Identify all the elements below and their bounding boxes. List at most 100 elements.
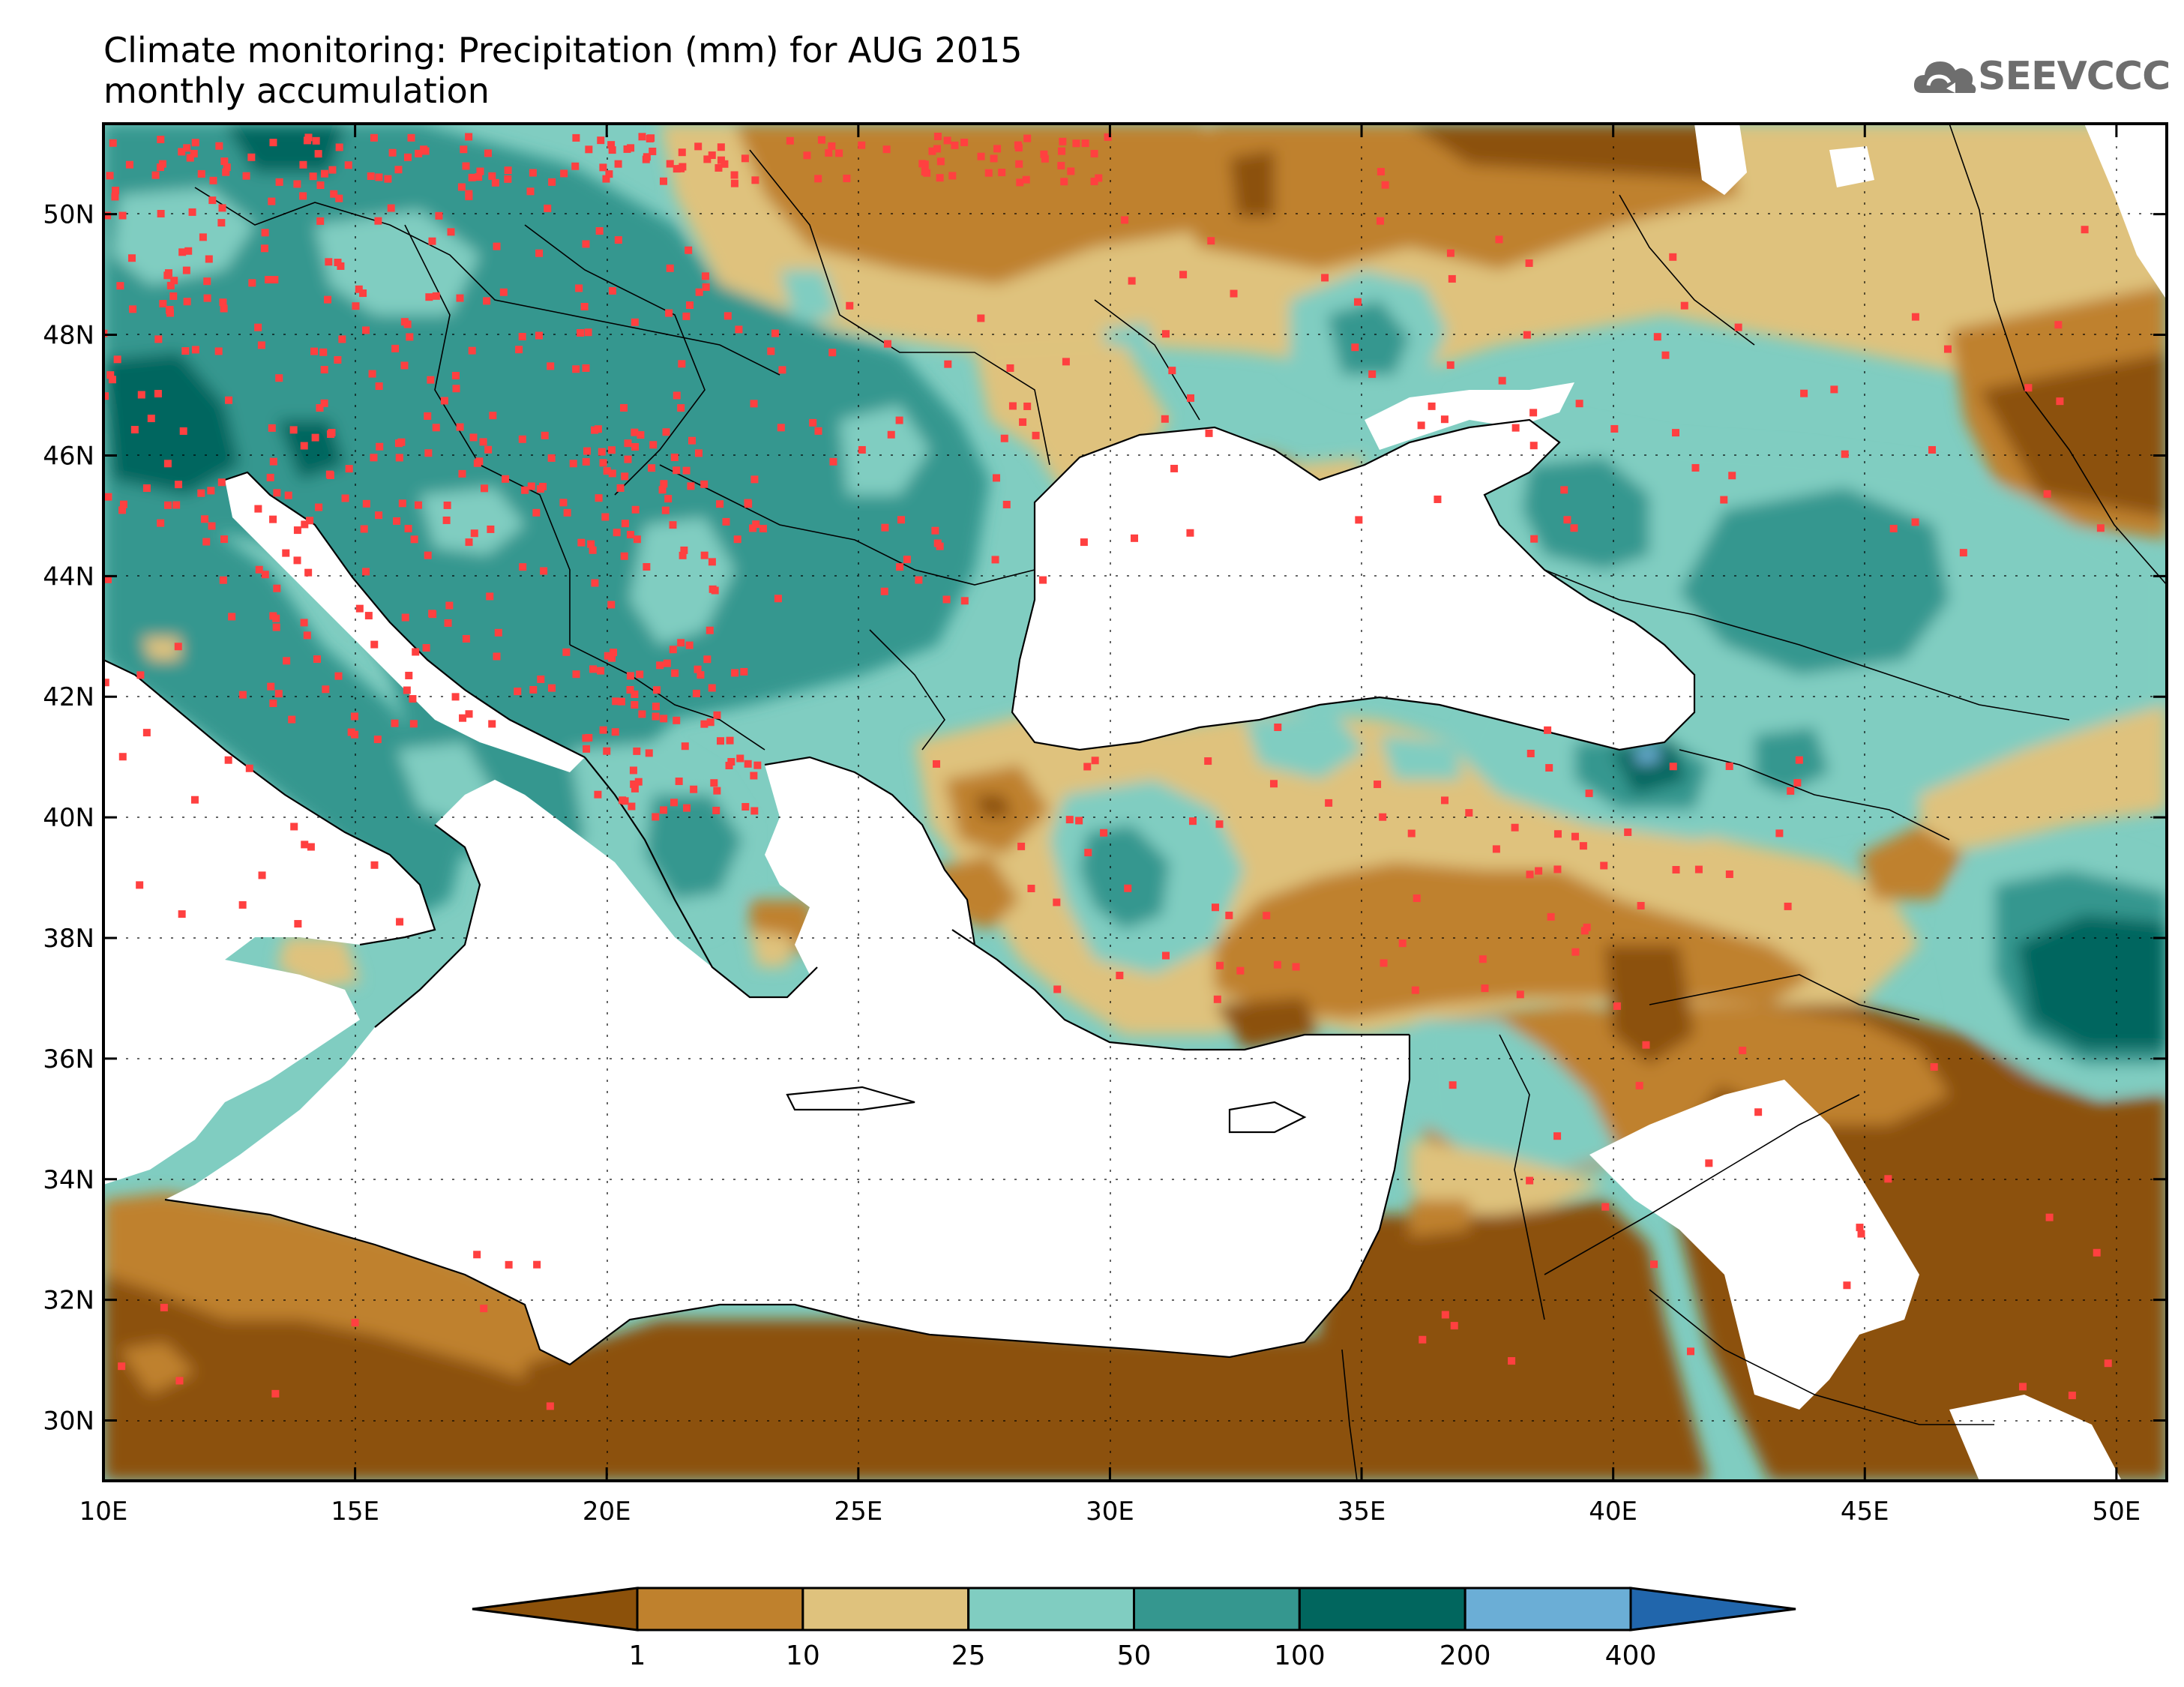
station-marker <box>563 508 571 517</box>
station-marker <box>611 728 619 736</box>
station-marker <box>304 568 313 577</box>
station-marker <box>157 209 165 217</box>
station-marker <box>677 404 685 412</box>
station-marker <box>199 233 207 241</box>
station-marker <box>265 275 273 283</box>
lon-tick-label: 45E <box>1841 1497 1889 1527</box>
station-marker <box>424 449 433 457</box>
station-marker <box>608 286 616 295</box>
station-marker <box>136 881 144 889</box>
station-marker <box>458 469 466 478</box>
station-marker <box>607 446 616 454</box>
station-marker <box>130 426 139 434</box>
station-marker <box>1553 830 1562 838</box>
station-marker <box>410 535 418 544</box>
station-marker <box>315 503 323 511</box>
station-marker <box>741 154 749 163</box>
station-marker <box>328 429 336 437</box>
station-marker <box>582 457 590 466</box>
colorbar-segment <box>1629 1587 1796 1632</box>
station-marker <box>217 219 226 227</box>
station-marker <box>398 499 406 508</box>
station-marker <box>491 178 499 187</box>
station-marker <box>928 147 936 155</box>
station-marker <box>175 481 183 489</box>
station-marker <box>660 480 668 488</box>
station-marker <box>614 160 622 168</box>
station-marker <box>960 597 969 605</box>
station-marker <box>1040 150 1048 158</box>
station-marker <box>858 445 866 454</box>
coastlines <box>103 418 1696 1366</box>
station-marker <box>384 175 392 183</box>
colorbar-level-label: 1 <box>629 1641 646 1671</box>
station-marker <box>103 392 109 400</box>
station-marker <box>610 649 618 657</box>
station-marker <box>577 328 585 337</box>
station-marker <box>1523 331 1531 339</box>
station-marker <box>486 592 494 601</box>
station-marker <box>1213 995 1221 1003</box>
station-marker <box>409 695 417 703</box>
station-marker <box>119 500 127 508</box>
station-marker <box>736 754 744 763</box>
station-marker <box>514 688 522 696</box>
station-marker <box>465 190 473 198</box>
station-marker <box>484 149 492 157</box>
station-marker <box>403 686 411 694</box>
station-marker <box>218 204 226 212</box>
station-marker <box>673 466 681 475</box>
station-marker <box>1104 133 1112 141</box>
station-marker <box>163 501 172 509</box>
station-marker <box>104 493 112 501</box>
station-marker <box>257 341 265 349</box>
station-marker <box>347 728 355 736</box>
station-marker <box>688 436 697 445</box>
station-marker <box>921 168 929 176</box>
station-marker <box>391 344 400 352</box>
station-marker <box>1613 1002 1621 1010</box>
station-marker <box>991 556 999 564</box>
station-marker <box>1211 903 1219 912</box>
station-marker <box>647 134 655 142</box>
station-marker <box>730 179 738 187</box>
latitude-axis: 30N 32N 34N 36N 38N 40N 42N 44N 46N 48N 50N <box>43 200 2167 1437</box>
colorbar: 1 10 25 50 100 200 400 <box>472 1587 1796 1671</box>
station-marker <box>883 340 891 348</box>
station-marker <box>1448 274 1456 283</box>
station-marker <box>660 806 668 814</box>
station-marker <box>575 284 583 292</box>
station-marker <box>108 376 116 384</box>
station-marker <box>344 161 352 169</box>
lon-tick-label: 50E <box>2093 1497 2141 1527</box>
station-marker <box>726 736 734 745</box>
station-marker <box>355 604 364 613</box>
station-marker <box>715 163 723 172</box>
station-marker <box>535 249 544 257</box>
station-marker <box>203 294 211 302</box>
station-marker <box>335 143 343 151</box>
station-marker <box>1161 415 1169 423</box>
station-marker <box>541 431 549 439</box>
station-marker <box>1686 1347 1694 1356</box>
station-marker <box>260 244 268 253</box>
station-marker <box>1784 902 1792 910</box>
station-marker <box>1379 813 1387 821</box>
station-marker <box>809 418 817 427</box>
station-marker <box>717 156 725 164</box>
station-marker <box>630 780 638 788</box>
station-marker <box>191 346 199 354</box>
station-marker <box>290 823 298 831</box>
lon-tick-label: 20E <box>583 1497 631 1527</box>
station-marker <box>188 208 196 216</box>
station-marker <box>1545 764 1553 772</box>
station-marker <box>731 669 739 677</box>
station-marker <box>203 277 211 286</box>
station-marker <box>1669 763 1677 771</box>
station-marker <box>316 181 325 190</box>
station-marker <box>1841 450 1849 458</box>
station-marker <box>722 517 730 526</box>
station-marker <box>933 760 941 768</box>
station-marker <box>540 567 548 575</box>
